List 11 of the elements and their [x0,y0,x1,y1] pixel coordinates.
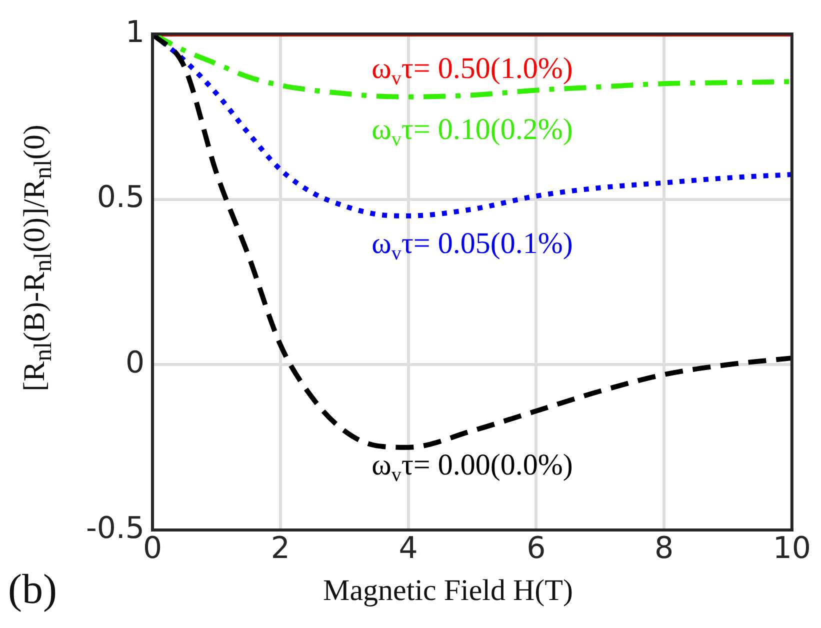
y-tick-label: 0 [125,345,145,380]
x-tick-label: 10 [772,530,812,566]
y-tick-label: -0.5 [86,510,145,546]
x-axis-title: Magnetic Field H(T) [323,574,573,608]
text: (b) [8,566,57,614]
y-tick-label: 0.5 [96,180,145,216]
x-tick-label: 4 [398,530,418,566]
x-tick-label: 2 [270,530,290,566]
y-tick-label: 1 [125,14,145,50]
x-tick-label: 6 [526,530,546,566]
x-tick-label: 8 [654,530,674,566]
